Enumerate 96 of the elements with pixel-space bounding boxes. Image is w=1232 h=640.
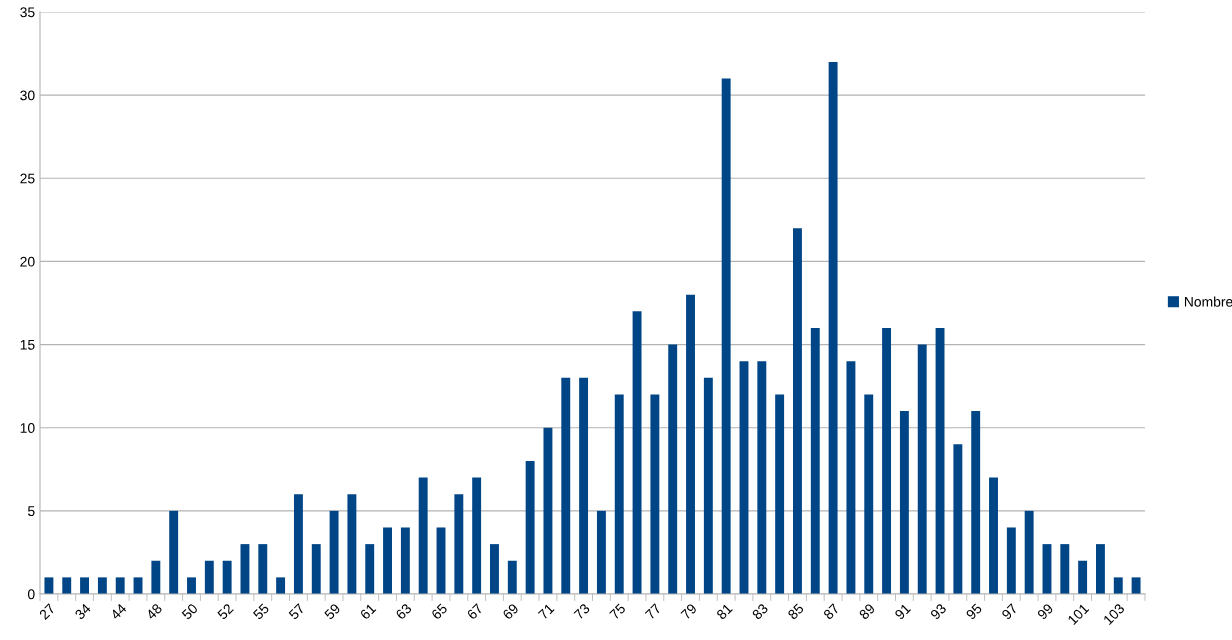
y-tick-label: 0 (27, 589, 35, 600)
bar (151, 560, 161, 594)
bar (686, 294, 695, 594)
bar (80, 577, 90, 594)
x-tick-label: 95 (965, 603, 983, 621)
bar (810, 327, 820, 594)
bar (222, 560, 232, 594)
x-tick-label: 89 (858, 603, 876, 621)
bar (258, 544, 268, 594)
bar (204, 560, 214, 594)
x-tick-label: 44 (109, 602, 128, 621)
x-tick-label: 81 (715, 603, 733, 621)
bar (1095, 544, 1105, 594)
bar (917, 344, 927, 594)
bar (525, 460, 535, 594)
bar (543, 427, 553, 594)
bar (579, 377, 589, 594)
bar (757, 361, 767, 594)
bar (44, 577, 54, 594)
bar (365, 544, 375, 594)
bar (703, 377, 713, 594)
x-tick-label: 59 (323, 603, 341, 621)
bar (561, 377, 571, 594)
bar (1024, 510, 1034, 594)
y-tick-label: 20 (20, 256, 35, 267)
bar (293, 494, 303, 594)
bar (971, 411, 981, 594)
x-tick-label: 101 (1067, 603, 1090, 626)
bar (668, 344, 678, 594)
bar (650, 394, 660, 594)
bar (828, 61, 838, 594)
bar (846, 361, 856, 594)
bar (507, 560, 517, 594)
bar (472, 477, 482, 594)
x-tick-label: 83 (751, 603, 769, 621)
x-tick-label: 48 (145, 603, 163, 621)
x-tick-label: 63 (395, 603, 413, 620)
x-tick-label: 75 (609, 603, 627, 620)
bar (1060, 544, 1070, 594)
bar (347, 494, 357, 594)
y-tick-label: 25 (20, 173, 35, 184)
x-tick-label: 93 (929, 603, 947, 621)
bar (169, 510, 179, 594)
bar (400, 527, 410, 594)
x-tick-label: 34 (74, 602, 92, 621)
x-tick-label: 55 (252, 603, 270, 621)
bar (454, 494, 464, 594)
bar (115, 577, 125, 594)
x-tick-label: 71 (537, 603, 555, 620)
x-tick-label: 65 (430, 603, 448, 620)
bar (989, 477, 998, 594)
bar (899, 411, 909, 594)
y-tick-label: 30 (20, 90, 35, 101)
x-tick-label: 99 (1036, 603, 1054, 621)
bar (490, 544, 499, 594)
bar (775, 394, 785, 594)
x-tick-label: 97 (1001, 603, 1019, 621)
bar (1078, 560, 1088, 594)
x-tick-label: 79 (680, 603, 698, 620)
bar (864, 394, 874, 594)
x-tick-label: 91 (894, 603, 912, 621)
x-tick-label: 57 (288, 603, 306, 621)
y-tick-label: 35 (20, 7, 35, 18)
bar (187, 577, 196, 594)
x-tick-label: 87 (822, 603, 840, 621)
x-tick-label: 27 (38, 603, 56, 620)
x-tick-label: 50 (181, 602, 199, 621)
bar (383, 527, 392, 594)
x-tick-label: 103 (1102, 603, 1126, 626)
bar (1131, 577, 1141, 594)
bar (62, 577, 72, 594)
bar (632, 311, 642, 594)
bar (614, 394, 624, 594)
bar (97, 577, 107, 594)
x-tick-label: 61 (359, 603, 377, 620)
bar (418, 477, 428, 594)
bar (1006, 527, 1016, 594)
x-tick-label: 85 (787, 603, 805, 621)
bar (953, 444, 963, 594)
bar (311, 544, 321, 594)
bar (276, 577, 286, 594)
x-tick-label: 69 (502, 603, 520, 620)
y-tick-label: 15 (20, 340, 35, 350)
x-tick-label: 52 (216, 603, 234, 621)
y-tick-label: 5 (27, 506, 35, 517)
x-tick-label: 67 (466, 603, 484, 620)
bar (793, 228, 802, 594)
x-tick-label: 77 (644, 603, 662, 620)
bar (882, 327, 892, 594)
bar (329, 510, 339, 594)
bar (596, 510, 606, 594)
bar (1113, 577, 1123, 594)
legend-label: Nombre (1184, 296, 1232, 307)
bar (721, 78, 731, 594)
x-tick-label: 73 (573, 603, 591, 620)
y-tick-label: 10 (20, 423, 35, 433)
